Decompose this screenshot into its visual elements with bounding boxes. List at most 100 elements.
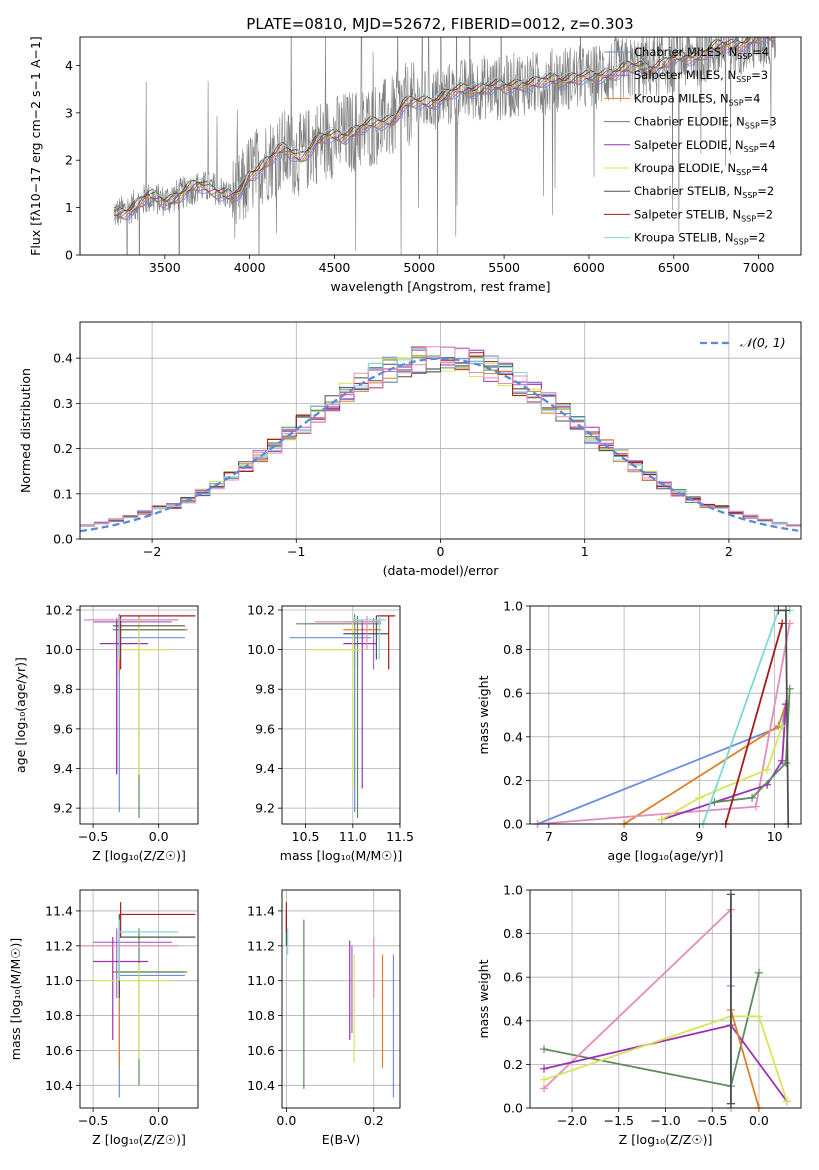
y-tick-label: 0.0 bbox=[503, 817, 523, 832]
legend-label: Chabrier ELODIE, NSSP=3 bbox=[634, 115, 777, 131]
y-tick-label: 0.2 bbox=[503, 773, 523, 788]
x-tick-label: 0 bbox=[437, 544, 445, 559]
model-line-salpeter-elodie bbox=[113, 37, 776, 217]
y-tick-label: 9.4 bbox=[53, 761, 73, 776]
x-tick-label: 7000 bbox=[743, 260, 775, 275]
mass-vs-z-panel: −0.5 0.0 10.4 10.6 10.8 11.0 11.2 11.4 Z [log₁₀(… bbox=[8, 889, 199, 1147]
axes-frame bbox=[79, 321, 802, 540]
y-tick-label: 10.4 bbox=[247, 1078, 275, 1093]
y-tick-label: 10.8 bbox=[45, 1008, 73, 1023]
x-tick-label: 4500 bbox=[319, 260, 351, 275]
y-tick-label: 2 bbox=[65, 153, 73, 168]
figure-title: PLATE=0810, MJD=52672, FIBERID=0012, z=0… bbox=[246, 15, 633, 33]
y-tick-label: 10.0 bbox=[45, 642, 73, 657]
weight-line-3 bbox=[543, 1015, 788, 1102]
weight-line-0 bbox=[537, 703, 787, 824]
legend-label: Chabrier STELIB, NSSP=2 bbox=[634, 184, 774, 200]
y-tick-label: 10.4 bbox=[45, 1078, 73, 1093]
x-axis-label: (data-model)/error bbox=[383, 563, 500, 578]
axes-frame bbox=[281, 889, 401, 1109]
model-line-kroupa-stelib bbox=[113, 37, 746, 210]
x-tick-label: 7 bbox=[545, 829, 553, 844]
data-spectrum-line bbox=[113, 37, 776, 255]
x-tick-label: 0.0 bbox=[149, 829, 169, 844]
y-axis-label: Normed distribution bbox=[18, 368, 33, 493]
y-tick-label: 0.6 bbox=[503, 970, 523, 985]
y-tick-label: 0.3 bbox=[53, 396, 73, 411]
axes-frame bbox=[79, 36, 802, 256]
model-line-chabrier-stelib bbox=[113, 37, 752, 213]
x-tick-label: 4000 bbox=[234, 260, 266, 275]
legend-label: Salpeter ELODIE, NSSP=4 bbox=[634, 138, 776, 154]
x-axis-label: Z [log₁₀(Z/Z☉)] bbox=[619, 1132, 713, 1147]
y-tick-label: 0.1 bbox=[53, 486, 73, 501]
x-axis-label: mass [log₁₀(M/M☉)] bbox=[280, 848, 402, 863]
x-tick-label: 6000 bbox=[573, 260, 605, 275]
x-axis-label: age [log₁₀(age/yr)] bbox=[608, 848, 724, 863]
x-tick-label: −0.5 bbox=[78, 829, 108, 844]
x-axis-label: E(B-V) bbox=[322, 1132, 361, 1147]
x-tick-label: 0.0 bbox=[149, 1113, 169, 1128]
y-axis-label: age [log₁₀(age/yr)] bbox=[13, 657, 28, 773]
x-tick-label: 0.0 bbox=[276, 1113, 296, 1128]
y-tick-label: 9.2 bbox=[255, 801, 275, 816]
hist-step-9 bbox=[80, 346, 801, 529]
y-tick-label: 0.2 bbox=[53, 441, 73, 456]
x-tick-label: 10.5 bbox=[292, 829, 320, 844]
legend-label: Kroupa STELIB, NSSP=2 bbox=[634, 231, 765, 247]
y-tick-label: 3 bbox=[65, 105, 73, 120]
residuals-panel: −2 −1 0 1 2 0.0 0.1 0.2 0.3 0.4 (data-model)/error… bbox=[18, 321, 802, 578]
x-tick-label: 0.0 bbox=[749, 1113, 769, 1128]
weight-vs-age-panel: 7 8 9 10 0.0 0.2 0.4 0.6 0.8 1.0 age [log₁₀(age/yr… bbox=[476, 599, 802, 863]
y-tick-label: 11.4 bbox=[247, 903, 275, 918]
y-tick-label: 11.2 bbox=[247, 938, 275, 953]
axes-frame bbox=[529, 889, 802, 1109]
y-tick-label: 0.0 bbox=[503, 1101, 523, 1116]
x-tick-label: 11.5 bbox=[386, 829, 414, 844]
legend-label: Chabrier MILES, NSSP=4 bbox=[634, 45, 769, 61]
y-tick-label: 0 bbox=[65, 248, 73, 263]
y-tick-label: 1.0 bbox=[503, 883, 523, 898]
y-tick-label: 0.2 bbox=[503, 1057, 523, 1072]
x-tick-label: 8 bbox=[620, 829, 628, 844]
y-tick-label: 0.8 bbox=[503, 642, 523, 657]
legend-label: Salpeter MILES, NSSP=3 bbox=[634, 68, 768, 84]
weight-line-6 bbox=[730, 1009, 760, 1108]
age-vs-z-panel: −0.5 0.0 9.2 9.4 9.6 9.8 10.0 10.2 Z [log₁₀(Z/Z☉… bbox=[13, 602, 199, 863]
y-tick-label: 11.2 bbox=[45, 938, 73, 953]
x-tick-label: 5000 bbox=[403, 260, 435, 275]
y-tick-label: 11.4 bbox=[45, 903, 73, 918]
y-tick-label: 1.0 bbox=[503, 599, 523, 614]
legend-label: Kroupa MILES, NSSP=4 bbox=[634, 91, 760, 107]
axes-frame bbox=[79, 605, 199, 825]
x-tick-label: 3500 bbox=[149, 260, 181, 275]
weight-line-6 bbox=[724, 623, 784, 824]
x-tick-label: 9 bbox=[695, 829, 703, 844]
weight-line-5 bbox=[714, 688, 791, 804]
y-tick-label: 0.4 bbox=[503, 729, 523, 744]
y-tick-label: 9.8 bbox=[53, 682, 73, 697]
legend-label: 𝒩(0, 1) bbox=[740, 335, 786, 350]
x-axis-label: wavelength [Angstrom, rest frame] bbox=[330, 279, 550, 294]
y-tick-label: 9.6 bbox=[53, 721, 73, 736]
y-axis-label: mass weight bbox=[476, 675, 491, 754]
y-tick-label: 0.4 bbox=[53, 351, 73, 366]
weight-line-4 bbox=[661, 725, 784, 821]
y-tick-label: 9.8 bbox=[255, 682, 275, 697]
x-tick-label: 10 bbox=[767, 829, 783, 844]
age-vs-mass-panel: 10.5 11.0 11.5 9.2 9.4 9.6 9.8 10.0 10.2 mass [lo… bbox=[247, 602, 414, 863]
legend-label: Salpeter STELIB, NSSP=2 bbox=[634, 207, 773, 223]
x-axis-label: Z [log₁₀(Z/Z☉)] bbox=[92, 848, 186, 863]
y-tick-label: 9.4 bbox=[255, 761, 275, 776]
gaussian-curve bbox=[80, 357, 799, 533]
x-axis-label: Z [log₁₀(Z/Z☉)] bbox=[92, 1132, 186, 1147]
x-tick-label: −0.5 bbox=[697, 1113, 727, 1128]
x-tick-label: 6500 bbox=[658, 260, 690, 275]
y-tick-label: 11.0 bbox=[45, 973, 73, 988]
y-tick-label: 10.8 bbox=[247, 1008, 275, 1023]
y-tick-label: 9.6 bbox=[255, 721, 275, 736]
y-axis-label: mass [log₁₀(M/M☉)] bbox=[8, 938, 23, 1060]
axes-frame bbox=[79, 889, 199, 1109]
weight-line-3 bbox=[661, 704, 787, 821]
